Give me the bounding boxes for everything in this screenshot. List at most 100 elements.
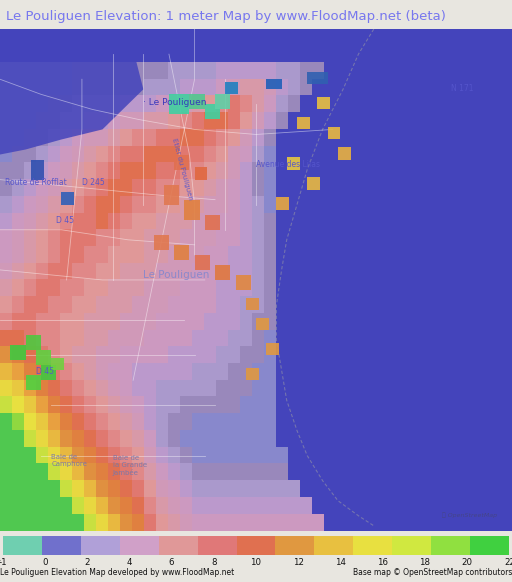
Bar [132,196,144,213]
Bar [192,246,204,263]
Bar [72,212,84,230]
Bar [360,430,373,447]
Bar [0,279,12,297]
Bar [84,62,96,79]
Bar [336,212,349,230]
Bar [348,95,360,113]
Bar [12,463,25,481]
Bar [264,380,276,397]
Bar [240,45,252,62]
Bar [36,45,49,62]
Bar [360,129,373,146]
Bar [336,513,349,531]
Bar [336,129,349,146]
Bar [228,246,241,263]
Bar [276,95,289,113]
Bar [264,229,276,247]
Bar [216,29,228,46]
Bar [372,446,385,464]
Bar [24,396,36,414]
Bar [72,62,84,79]
Bar [48,29,60,46]
Bar [156,430,168,447]
Bar [216,129,228,146]
Bar [156,212,168,230]
Bar [180,212,193,230]
Bar [156,162,168,180]
Bar [12,162,25,180]
Bar [180,396,193,414]
Bar [348,497,360,514]
Bar [216,45,228,62]
Bar [168,95,181,113]
Bar [0,162,12,180]
Bar [72,396,84,414]
Bar [252,29,265,46]
Bar [192,480,204,498]
Bar [192,45,204,62]
Bar [288,380,301,397]
Bar [307,72,328,84]
Bar [168,413,181,431]
Bar [204,129,217,146]
Bar [96,229,109,247]
Bar [252,229,265,247]
Bar [144,262,157,280]
Bar [12,480,25,498]
Bar [276,380,289,397]
Bar [216,480,228,498]
Bar [0,413,12,431]
Bar [324,296,336,313]
Bar [12,329,25,347]
Bar [41,536,80,555]
Bar [120,29,133,46]
Bar [360,463,373,481]
Bar [264,45,276,62]
Bar [300,430,312,447]
Bar [276,196,289,213]
Bar [36,446,49,464]
Bar [372,62,385,79]
Bar [48,513,60,531]
Bar [84,396,96,414]
Bar [192,62,204,79]
Text: Avenue des Lilas: Avenue des Lilas [256,160,320,169]
Bar [84,497,96,514]
Bar [288,162,301,180]
Bar [108,363,120,380]
Text: N 171: N 171 [451,84,473,93]
Bar [372,246,385,263]
Bar [336,112,349,129]
Bar [60,513,73,531]
Bar [240,363,252,380]
Bar [312,396,325,414]
Bar [264,146,276,163]
Bar [168,129,181,146]
Bar [120,463,133,481]
Bar [48,229,60,247]
Bar [288,413,301,431]
Bar [96,146,109,163]
Bar [156,446,168,464]
Bar [372,463,385,481]
Bar [288,329,301,347]
Bar [144,146,157,163]
Bar [108,329,120,347]
Bar [312,212,325,230]
Bar [336,446,349,464]
Bar [228,179,241,196]
Bar [228,480,241,498]
Bar [336,329,349,347]
Bar [168,112,181,129]
Bar [36,380,49,397]
Bar [36,262,49,280]
Bar [132,262,144,280]
Bar [240,196,252,213]
Bar [300,480,312,498]
Bar [72,430,84,447]
Bar [144,329,157,347]
Bar [216,313,228,330]
Bar [252,262,265,280]
Bar [228,430,241,447]
Bar [108,262,120,280]
